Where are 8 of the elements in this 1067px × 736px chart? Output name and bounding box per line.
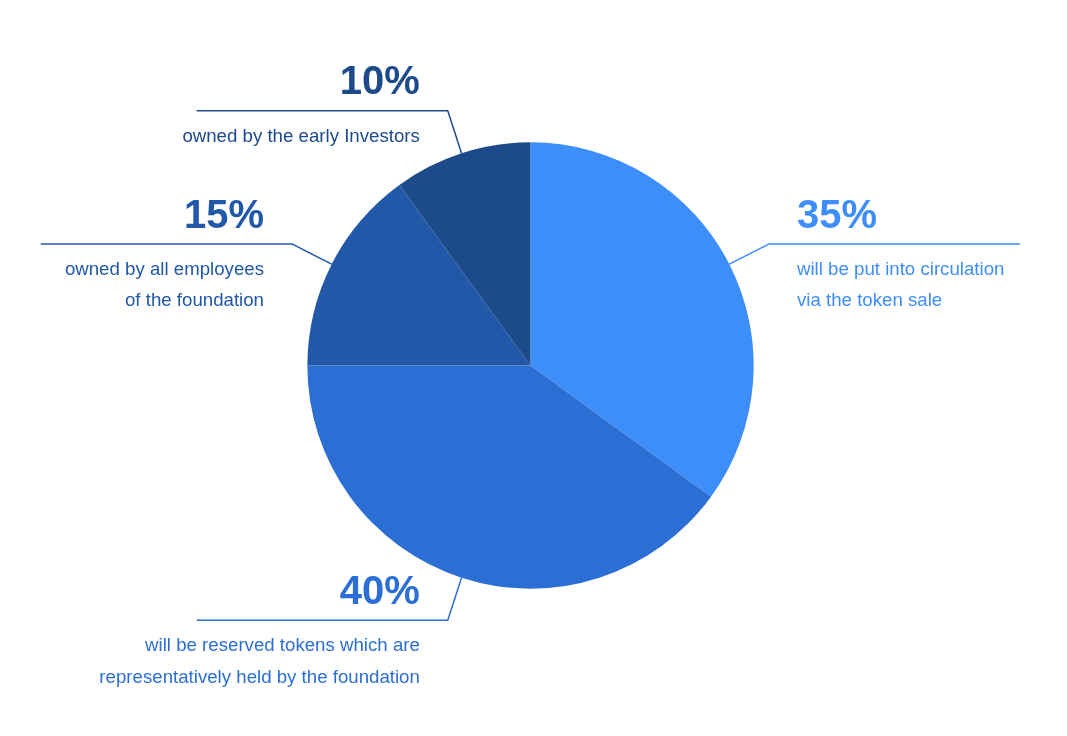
slice-label: will be reserved tokens which are representatively held by the foundation xyxy=(99,634,420,687)
slice-label: owned by the early Investors xyxy=(182,124,420,146)
data-label: 35% xyxy=(797,191,878,236)
slice-label: will be put into circulation via the token sale xyxy=(796,257,1005,311)
data-label: 10% xyxy=(339,58,420,103)
data-label: 15% xyxy=(183,191,265,236)
data-label: 40% xyxy=(339,567,420,612)
slice-label: owned by all employees of the foundation xyxy=(64,257,265,311)
